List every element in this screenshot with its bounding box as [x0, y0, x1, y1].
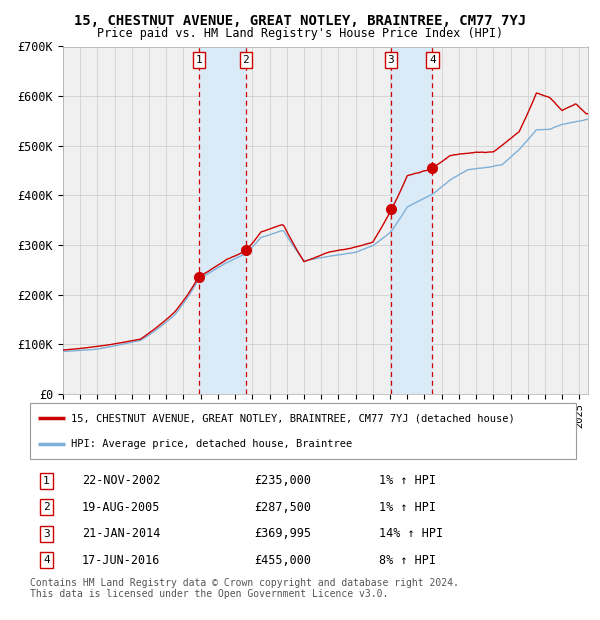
Text: 1% ↑ HPI: 1% ↑ HPI: [379, 474, 436, 487]
Text: £235,000: £235,000: [254, 474, 311, 487]
Text: 2: 2: [242, 55, 250, 65]
Text: This data is licensed under the Open Government Licence v3.0.: This data is licensed under the Open Gov…: [30, 589, 388, 599]
Text: 17-JUN-2016: 17-JUN-2016: [82, 554, 160, 567]
Text: 8% ↑ HPI: 8% ↑ HPI: [379, 554, 436, 567]
Text: 4: 4: [429, 55, 436, 65]
Text: 15, CHESTNUT AVENUE, GREAT NOTLEY, BRAINTREE, CM77 7YJ: 15, CHESTNUT AVENUE, GREAT NOTLEY, BRAIN…: [74, 14, 526, 28]
Text: £369,995: £369,995: [254, 527, 311, 540]
Text: 4: 4: [43, 556, 50, 565]
Text: Price paid vs. HM Land Registry's House Price Index (HPI): Price paid vs. HM Land Registry's House …: [97, 27, 503, 40]
Text: 14% ↑ HPI: 14% ↑ HPI: [379, 527, 443, 540]
FancyBboxPatch shape: [30, 403, 576, 459]
Text: 1% ↑ HPI: 1% ↑ HPI: [379, 501, 436, 514]
Text: Contains HM Land Registry data © Crown copyright and database right 2024.: Contains HM Land Registry data © Crown c…: [30, 578, 459, 588]
Text: 1: 1: [43, 476, 50, 486]
Text: £455,000: £455,000: [254, 554, 311, 567]
Text: 3: 3: [388, 55, 394, 65]
Text: £287,500: £287,500: [254, 501, 311, 514]
Text: 1: 1: [196, 55, 202, 65]
Text: 15, CHESTNUT AVENUE, GREAT NOTLEY, BRAINTREE, CM77 7YJ (detached house): 15, CHESTNUT AVENUE, GREAT NOTLEY, BRAIN…: [71, 413, 515, 423]
Text: HPI: Average price, detached house, Braintree: HPI: Average price, detached house, Brai…: [71, 439, 352, 449]
Text: 22-NOV-2002: 22-NOV-2002: [82, 474, 160, 487]
Bar: [199, 46, 246, 394]
Text: 19-AUG-2005: 19-AUG-2005: [82, 501, 160, 514]
Text: 21-JAN-2014: 21-JAN-2014: [82, 527, 160, 540]
Text: 3: 3: [43, 529, 50, 539]
Bar: [391, 46, 433, 394]
Text: 2: 2: [43, 502, 50, 512]
